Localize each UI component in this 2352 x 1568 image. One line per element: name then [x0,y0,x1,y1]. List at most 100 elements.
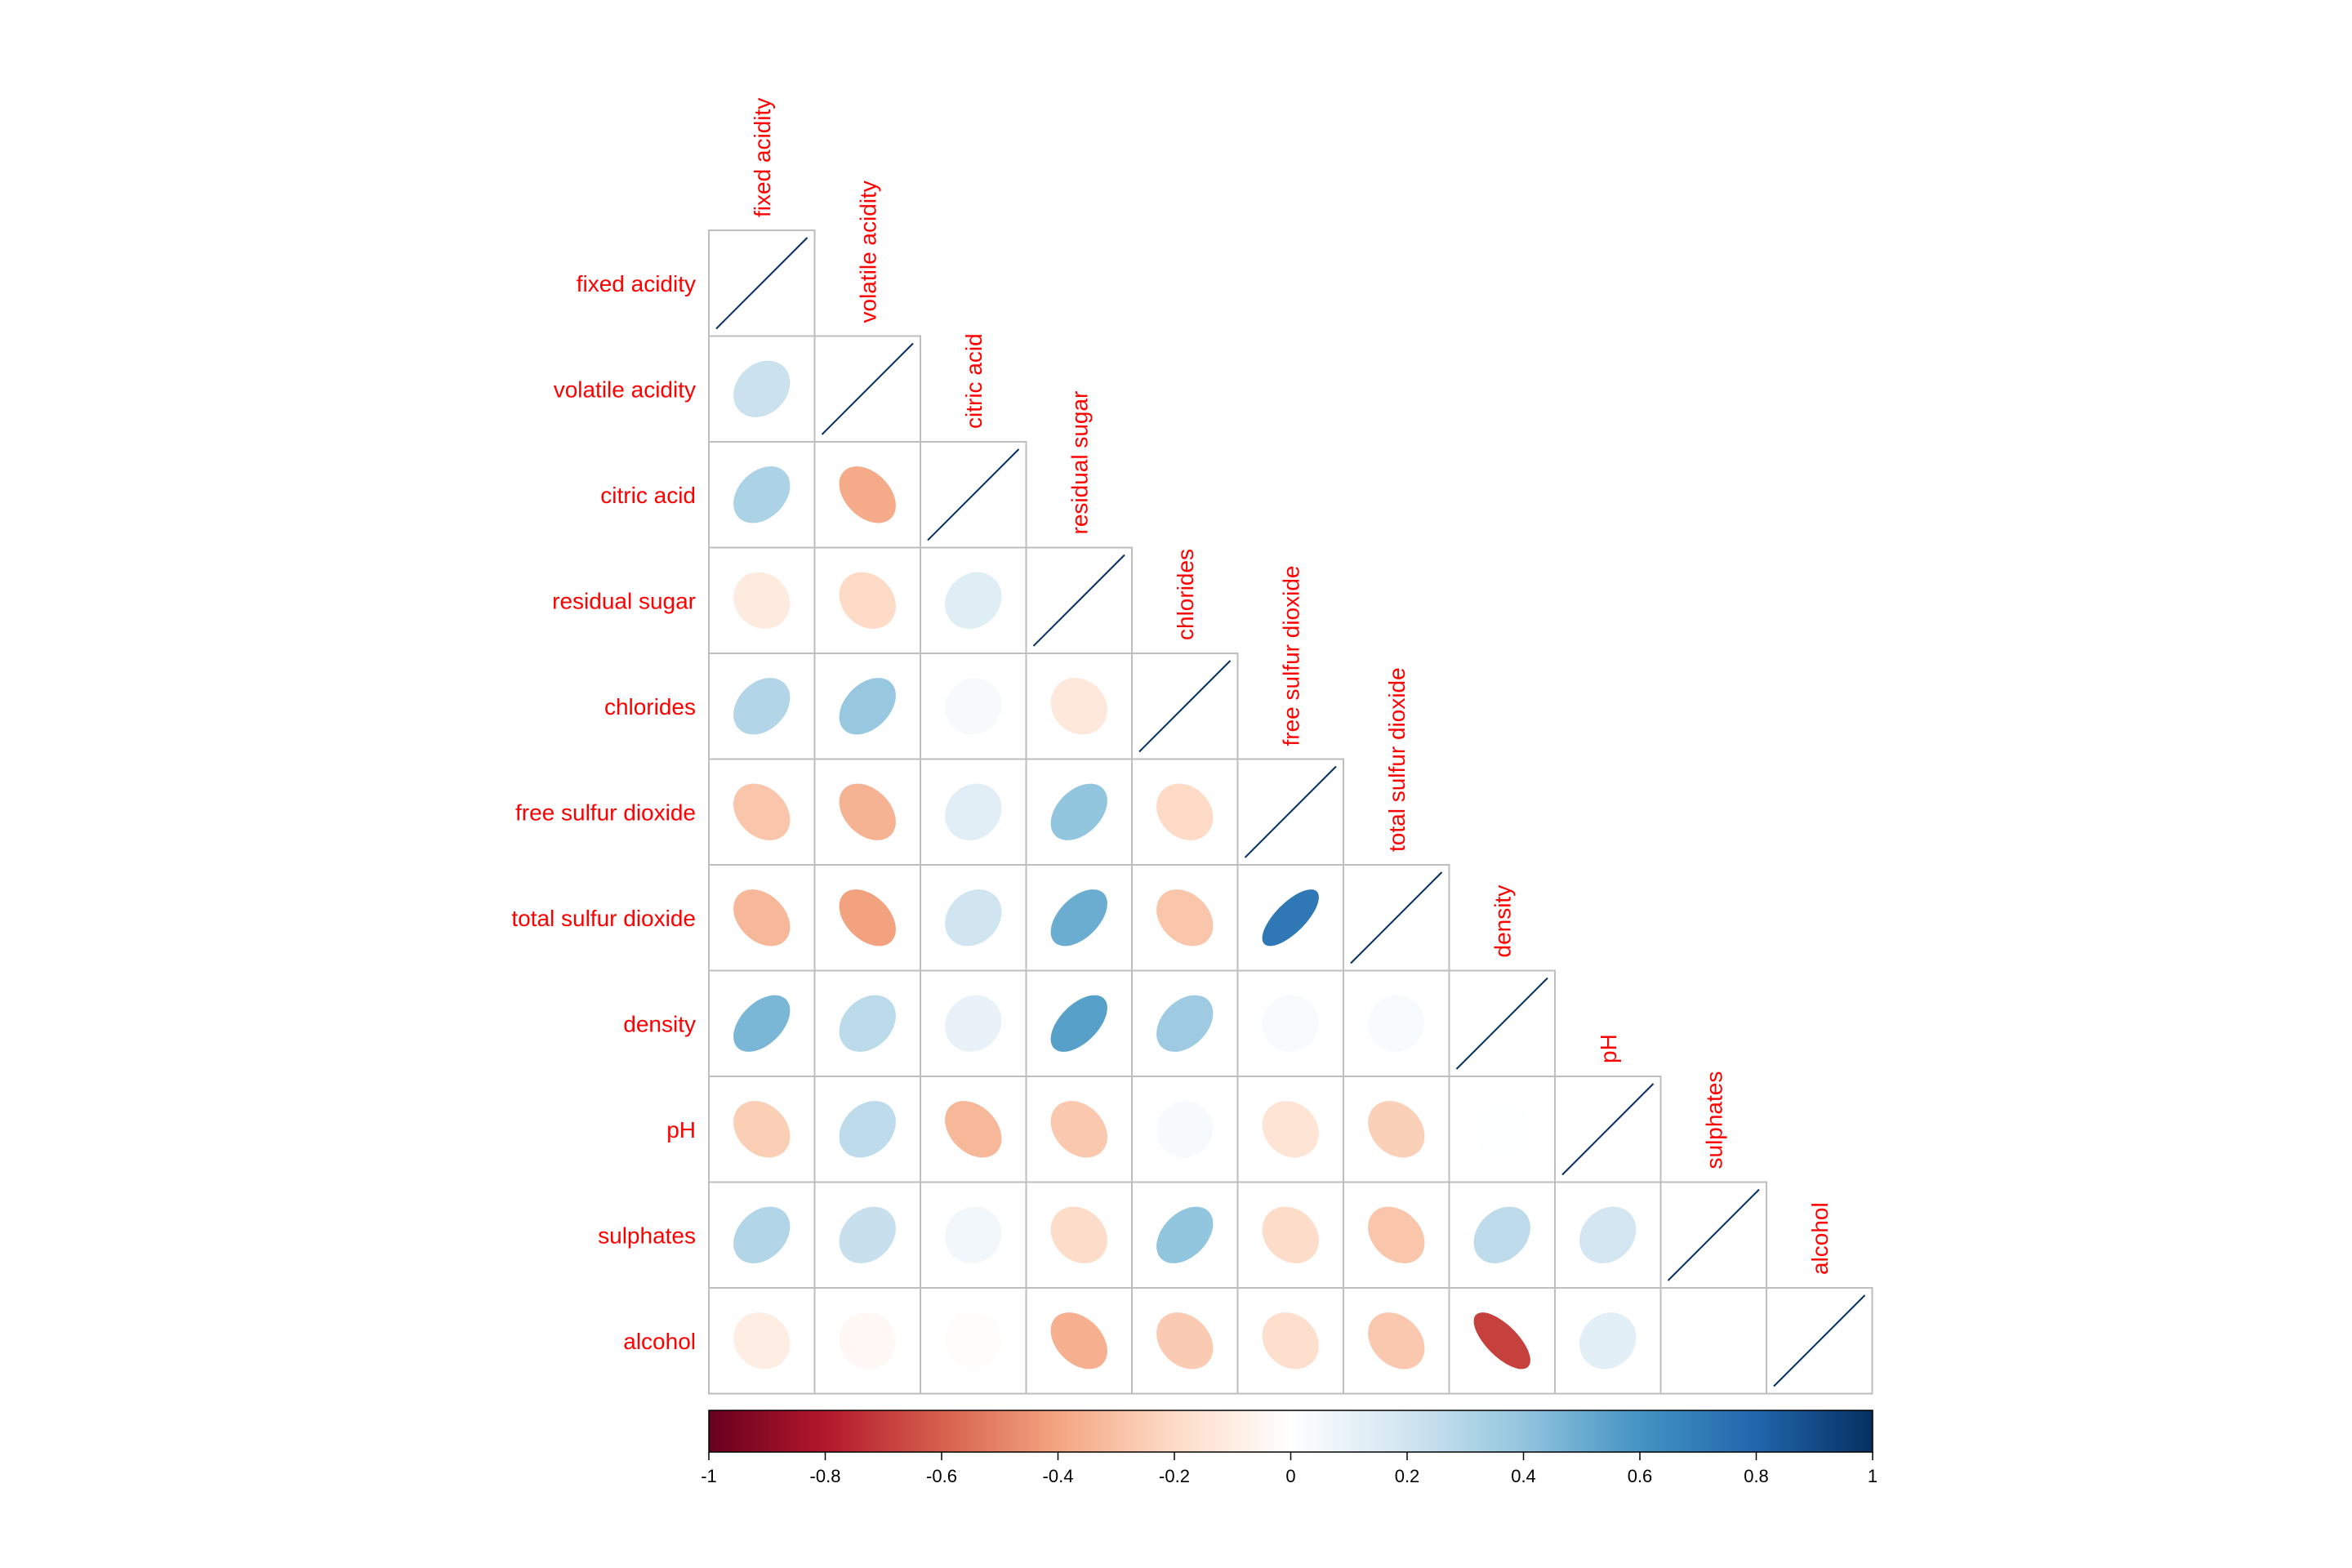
cell-free-sulfur-dioxide-vs-volatile-acidity [813,758,921,866]
cell-volatile-acidity-vs-fixed-acidity [708,335,816,443]
cell-total-sulfur-dioxide-vs-free-sulfur-dioxide [1236,864,1344,972]
correlation-ellipse [1156,889,1214,947]
correlation-ellipse [839,678,896,735]
cell-sulphates-vs-citric-acid [920,1181,1027,1289]
correlation-ellipse [1262,1312,1319,1370]
colorbar-tick-label: 0 [1285,1466,1295,1486]
cell-total-sulfur-dioxide-vs-volatile-acidity [813,864,921,972]
cell-citric-acid-vs-volatile-acidity [813,441,921,549]
colorbar-tick-label: 0.2 [1395,1466,1420,1486]
column-label-alcohol: alcohol [1807,1202,1833,1275]
correlation-ellipse [839,995,896,1052]
correlation-ellipse [1050,1101,1107,1158]
correlation-ellipse [1685,1312,1742,1370]
cell-sulphates-vs-density [1448,1181,1556,1289]
correlation-ellipse [839,1101,896,1158]
diagonal-line-mark [1244,765,1337,858]
cell-border [1448,1181,1556,1289]
cell-free-sulfur-dioxide-vs-citric-acid [920,758,1027,866]
cell-density-vs-density [1448,969,1556,1077]
cell-alcohol-vs-chlorides [1131,1287,1239,1395]
column-label-fixed-acidity: fixed acidity [750,98,775,217]
cell-chlorides-vs-volatile-acidity [813,653,921,760]
cell-alcohol-vs-density [1448,1287,1556,1395]
diagonal-line-mark [1350,871,1443,964]
cell-density-vs-residual-sugar [1025,969,1133,1077]
correlation-ellipse [839,466,896,523]
correlation-ellipse [1050,783,1107,840]
row-label-free-sulfur-dioxide: free sulfur dioxide [515,800,696,825]
cell-chlorides-vs-fixed-acidity [708,653,816,760]
cell-residual-sugar-vs-volatile-acidity [813,546,921,654]
column-label-volatile-acidity: volatile acidity [855,180,880,323]
cell-sulphates-vs-fixed-acidity [708,1181,816,1289]
diagonal-line-mark [715,237,808,330]
correlation-ellipse [1050,995,1107,1052]
correlation-cells [708,229,1873,1395]
cell-citric-acid-vs-fixed-acidity [708,441,816,549]
correlation-ellipse [1050,678,1107,735]
diagonal-line-mark [1455,977,1548,1070]
correlation-ellipse [839,783,896,840]
column-label-residual-sugar: residual sugar [1067,391,1092,535]
correlation-ellipse [1050,1312,1107,1370]
cell-ph-vs-total-sulfur-dioxide [1343,1076,1450,1183]
correlation-ellipse [733,572,791,629]
row-label-ph: pH [666,1117,696,1143]
correlation-ellipse [733,995,791,1052]
correlation-ellipse [945,572,1002,629]
cell-citric-acid-vs-citric-acid [920,441,1027,549]
correlation-ellipse [945,889,1002,947]
correlation-ellipse [1156,1206,1214,1263]
cell-sulphates-vs-sulphates [1659,1181,1767,1289]
cell-alcohol-vs-ph [1554,1287,1662,1395]
cell-alcohol-vs-volatile-acidity [813,1287,921,1395]
correlation-ellipse [1368,995,1425,1052]
row-label-fixed-acidity: fixed acidity [577,271,696,296]
cell-free-sulfur-dioxide-vs-free-sulfur-dioxide [1236,758,1344,866]
cell-ph-vs-chlorides [1131,1076,1239,1183]
cell-total-sulfur-dioxide-vs-citric-acid [920,864,1027,972]
cell-total-sulfur-dioxide-vs-total-sulfur-dioxide [1343,864,1450,972]
cell-alcohol-vs-total-sulfur-dioxide [1343,1287,1450,1395]
colorbar-tick-label: -1 [701,1466,717,1486]
correlation-ellipse [1473,1101,1530,1158]
colorbar-tick-label: 0.4 [1511,1466,1536,1486]
cell-sulphates-vs-free-sulfur-dioxide [1236,1181,1344,1289]
row-label-alcohol: alcohol [623,1329,696,1354]
cell-density-vs-citric-acid [920,969,1027,1077]
correlation-ellipse [1156,995,1214,1052]
colorbar-tick-label: 0.8 [1744,1466,1769,1486]
row-label-total-sulfur-dioxide: total sulfur dioxide [511,906,696,931]
cell-chlorides-vs-chlorides [1131,653,1239,760]
cell-sulphates-vs-chlorides [1131,1181,1239,1289]
column-label-free-sulfur-dioxide: free sulfur dioxide [1278,565,1303,746]
correlation-ellipse [839,889,896,947]
cell-alcohol-vs-residual-sugar [1025,1287,1133,1395]
cell-residual-sugar-vs-fixed-acidity [708,546,816,654]
cell-residual-sugar-vs-citric-acid [920,546,1027,654]
correlation-ellipse [839,572,896,629]
row-labels: fixed acidity volatile acidity citric acid… [511,271,696,1354]
diagonal-line-mark [1667,1188,1760,1281]
cell-sulphates-vs-residual-sugar [1025,1181,1133,1289]
cell-ph-vs-citric-acid [920,1076,1027,1183]
correlation-ellipse [1473,1312,1530,1370]
cell-free-sulfur-dioxide-vs-chlorides [1131,758,1239,866]
cell-ph-vs-free-sulfur-dioxide [1236,1076,1344,1183]
cell-residual-sugar-vs-residual-sugar [1025,546,1133,654]
correlation-ellipse [1579,1206,1637,1263]
correlation-ellipse [1262,1101,1319,1158]
column-label-ph: pH [1596,1034,1621,1063]
cell-density-vs-fixed-acidity [708,969,816,1077]
correlation-ellipse [1368,1101,1425,1158]
colorbar-tick-label: -0.6 [926,1466,957,1486]
correlation-ellipse [1262,995,1319,1052]
correlation-ellipse [839,1312,896,1370]
cell-ph-vs-density [1448,1076,1556,1183]
colorbar-tick-label: 1 [1868,1466,1878,1486]
correlation-ellipse [839,1206,896,1263]
cell-density-vs-total-sulfur-dioxide [1343,969,1450,1077]
correlation-ellipse [1156,1101,1214,1158]
